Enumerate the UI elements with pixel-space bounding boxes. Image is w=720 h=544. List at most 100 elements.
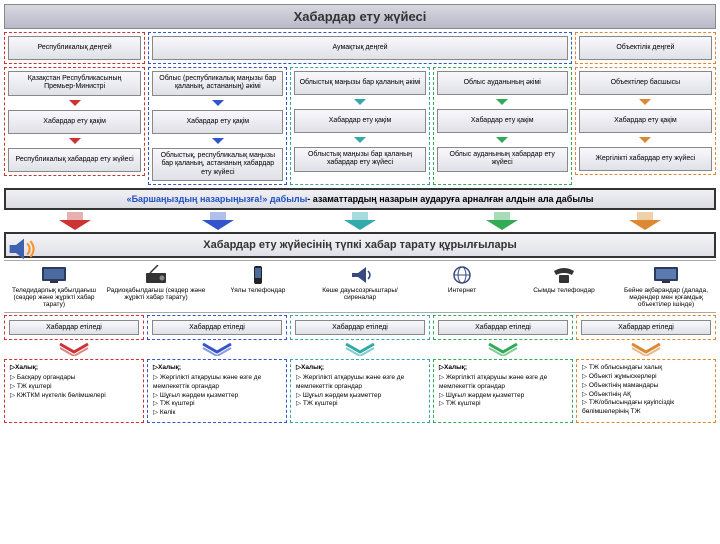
bottom-item: ▷ Көлік: [153, 409, 281, 418]
bottom-row: ▷Халық; ▷ Басқару органдары ▷ ТЖ күштері…: [4, 359, 716, 423]
big-arrow-icon: [340, 212, 380, 230]
level-label: Аумақтық деңгей: [152, 36, 568, 60]
order: Хабардар ету қақім: [152, 110, 283, 134]
notify-label: Хабардар етіледі: [9, 320, 139, 335]
arrow-icon: [69, 138, 81, 144]
arrow-icon: [69, 100, 81, 106]
siren-icon: [346, 265, 374, 285]
device-label: Бейне ақбарандар (далада, мәдендер мен қ…: [616, 287, 716, 308]
banner-highlight: «Баршаңыздың назарыңызға!» дабылы: [127, 194, 308, 204]
phone-icon: [550, 265, 578, 285]
device-tv: Теледидарлық қабылдағыш (сөздер және жұр…: [4, 265, 104, 308]
banner-rest: - азаматтардың назарын аударуға арналған…: [307, 194, 593, 204]
system: Облыс ауданының хабардар ету жүйесі: [437, 147, 568, 172]
system: Жергілікті хабардар ету жүйесі: [579, 147, 712, 171]
bottom-item: ▷ Жергілікті атқарушы және өзге де мемле…: [439, 374, 567, 392]
level-box-mid: Аумақтық деңгей: [148, 32, 572, 64]
arrow-icon: [639, 137, 651, 143]
bottom-item: ▷ ТЖ күштері: [296, 400, 424, 409]
owner: Облыстық маңызы бар қаланың әкімі: [294, 71, 425, 95]
arrow-icon: [354, 99, 366, 105]
notify-box: Хабардар етіледі: [147, 315, 287, 340]
owner-box-2: Облыстық маңызы бар қаланың әкімі Хабард…: [290, 67, 429, 185]
chevron-down-icon: [199, 342, 235, 356]
bottom-title: ▷Халық;: [439, 364, 567, 373]
notify-box: Хабардар етіледі: [4, 315, 144, 340]
big-arrows: [4, 212, 716, 230]
order: Хабардар ету қақім: [579, 109, 712, 133]
bottom-item: ▷ Жергілікті атқарушы және өзге де мемле…: [296, 374, 424, 392]
bottom-box-4: ▷ ТЖ облысындағы халық ▷ Объекті жұмыске…: [576, 359, 716, 423]
big-arrow-icon: [625, 212, 665, 230]
top-grid: Республикалық деңгей Қазақстан Республик…: [4, 32, 716, 185]
device-label: Интернет: [448, 287, 476, 294]
arrow-icon: [496, 99, 508, 105]
arrow-icon: [212, 100, 224, 106]
screen-icon: [652, 265, 680, 285]
arrow-icon: [354, 137, 366, 143]
page-title: Хабардар ету жүйесі: [4, 4, 716, 29]
notify-label: Хабардар етіледі: [152, 320, 282, 335]
bottom-item: ▷ ТЖ облысындағы халық: [582, 364, 710, 373]
chevron-down-icon: [485, 342, 521, 356]
bottom-item: ▷ Объекті жұмыскерлері: [582, 373, 710, 382]
notify-row: Хабардар етіледі Хабардар етіледі Хабард…: [4, 315, 716, 356]
device-label: Радиоқабылдағыш (сөздер және жұрікті хаб…: [106, 287, 206, 301]
order: Хабардар ету қақім: [294, 109, 425, 133]
bottom-item: ▷ Объектінің мамандары: [582, 382, 710, 391]
notify-label: Хабардар етіледі: [581, 320, 711, 335]
notify-label: Хабардар етіледі: [295, 320, 425, 335]
owner-box-3: Облыс ауданының әкімі Хабардар ету қақім…: [433, 67, 572, 185]
big-arrow-icon: [482, 212, 522, 230]
device-label: Үялы телефондар: [231, 287, 286, 294]
device-internet: Интернет: [412, 265, 512, 308]
bottom-title: ▷Халық;: [10, 364, 138, 373]
notify-box: Хабардар етіледі: [290, 315, 430, 340]
owner: Объектілер басшысы: [579, 71, 712, 95]
devices-title: Хабардар ету жүйесінің түпкі хабар тарат…: [4, 232, 716, 258]
bottom-title: ▷Халық;: [153, 364, 281, 373]
chevron-down-icon: [628, 342, 664, 356]
bottom-item: ▷ ТЖ/облысындағы қауіпсіздік бөлімшелері…: [582, 399, 710, 417]
notify-box: Хабардар етіледі: [576, 315, 716, 340]
device-mobile: Үялы телефондар: [208, 265, 308, 308]
arrow-icon: [212, 138, 224, 144]
bottom-item: ▷ ТЖ күштері: [10, 383, 138, 392]
chevron-down-icon: [342, 342, 378, 356]
owner: Облыс (республикалық маңызы бар қаланың,…: [152, 71, 283, 96]
notify-box: Хабардар етіледі: [433, 315, 573, 340]
big-arrow-icon: [55, 212, 95, 230]
bottom-item: ▷ ТЖ күштері: [153, 400, 281, 409]
device-label: Сымды телефондар: [533, 287, 594, 294]
order: Хабардар ету қақім: [8, 110, 141, 134]
owner: Қазақстан Республикасының Премьер-Минист…: [8, 71, 141, 96]
tv-icon: [40, 265, 68, 285]
device-radio: Радиоқабылдағыш (сөздер және жұрікті хаб…: [106, 265, 206, 308]
system: Облыстық маңызы бар қаланың хабардар ету…: [294, 147, 425, 172]
bottom-item: ▷ ТЖ күштері: [439, 400, 567, 409]
bottom-box-1: ▷Халық; ▷ Жергілікті атқарушы және өзге …: [147, 359, 287, 423]
level-box-0: Республикалық деңгей: [4, 32, 145, 64]
globe-icon: [448, 265, 476, 285]
mobile-icon: [244, 265, 272, 285]
owner-box-0: Қазақстан Республикасының Премьер-Минист…: [4, 67, 145, 176]
speaker-icon: [8, 236, 40, 262]
level-label: Объектілік деңгей: [579, 36, 712, 60]
big-arrow-icon: [198, 212, 238, 230]
bottom-box-2: ▷Халық; ▷ Жергілікті атқарушы және өзге …: [290, 359, 430, 423]
order: Хабардар ету қақім: [437, 109, 568, 133]
arrow-icon: [496, 137, 508, 143]
system: Республикалық хабардар ету жүйесі: [8, 148, 141, 172]
arrow-icon: [639, 99, 651, 105]
device-label: Теледидарлық қабылдағыш (сөздер және жұр…: [4, 287, 104, 308]
device-phone: Сымды телефондар: [514, 265, 614, 308]
device-row: Теледидарлық қабылдағыш (сөздер және жұр…: [4, 260, 716, 313]
radio-icon: [142, 265, 170, 285]
device-label: Көше дауысозрғыштары/сиреналар: [310, 287, 410, 301]
bottom-item: ▷ Басқару органдары: [10, 374, 138, 383]
bottom-box-3: ▷Халық; ▷ Жергілікті атқарушы және өзге …: [433, 359, 573, 423]
bottom-title: ▷Халық;: [296, 364, 424, 373]
bottom-item: ▷ КЖТКМ нүктелік бөлімшелері: [10, 392, 138, 401]
device-siren: Көше дауысозрғыштары/сиреналар: [310, 265, 410, 308]
notify-label: Хабардар етіледі: [438, 320, 568, 335]
